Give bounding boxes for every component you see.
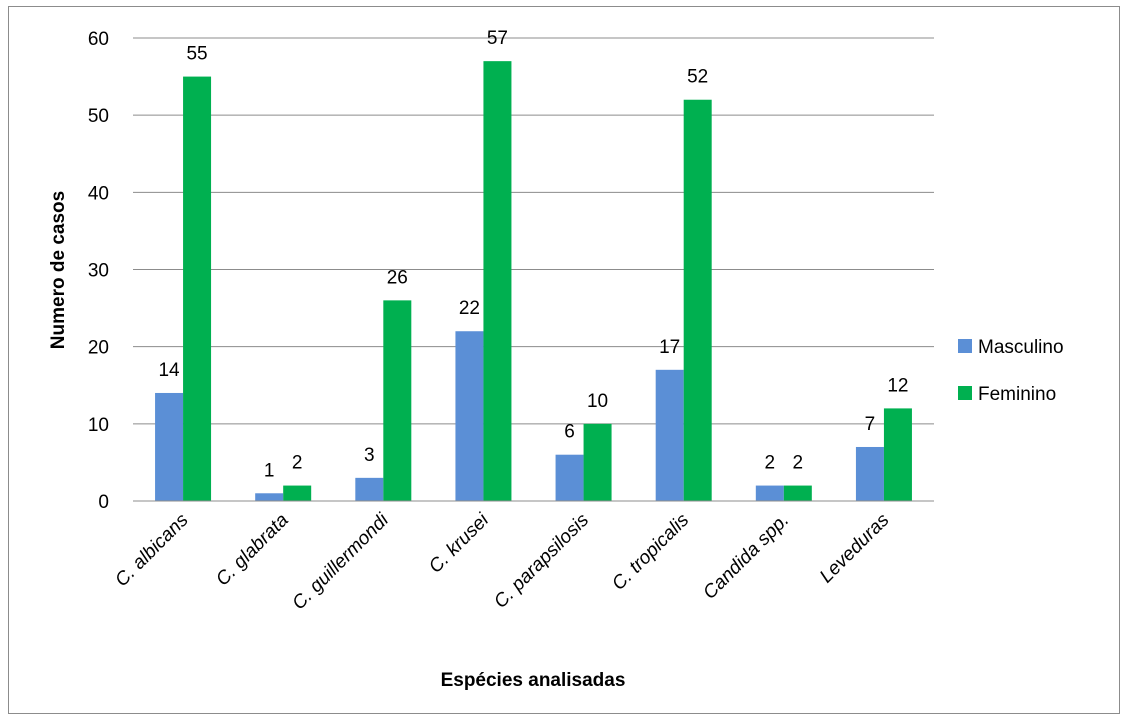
bar-masculino [655, 369, 684, 501]
legend-swatch [958, 386, 972, 400]
y-axis-ticks: 0 10 20 30 40 50 60 [88, 29, 109, 513]
x-category-label: C. krusei [425, 509, 493, 577]
x-category-label: Candida spp. [699, 510, 793, 604]
y-tick-label: 60 [88, 29, 109, 50]
x-category-label: Leveduras [816, 509, 894, 587]
y-axis-title: Numero de casos [48, 191, 69, 349]
y-tick-label: 40 [88, 183, 109, 204]
bar-feminino [583, 423, 612, 501]
bar-feminino [383, 300, 412, 501]
data-label: 26 [387, 267, 408, 288]
bar-masculino [855, 446, 884, 501]
data-label: 2 [765, 453, 776, 474]
legend-label: Feminino [978, 384, 1056, 405]
bar-feminino [283, 485, 312, 501]
bar-masculino [255, 493, 284, 501]
data-label: 10 [587, 391, 608, 412]
bar-masculino [155, 392, 184, 501]
legend-swatch [958, 339, 972, 353]
bar-feminino [683, 99, 712, 501]
data-label: 3 [364, 445, 375, 466]
bar-feminino [883, 408, 912, 501]
data-label: 22 [459, 298, 480, 319]
bar-masculino [755, 485, 784, 501]
x-category-label: C. parapsilosis [490, 509, 593, 612]
data-label: 6 [564, 422, 575, 443]
x-category-label: C. glabrata [212, 510, 293, 591]
y-tick-label: 30 [88, 261, 109, 282]
data-label: 17 [659, 337, 680, 358]
data-label: 55 [186, 44, 207, 65]
bar-feminino [483, 61, 512, 502]
y-tick-label: 10 [88, 415, 109, 436]
bar-feminino [183, 76, 212, 501]
data-label: 52 [687, 67, 708, 88]
data-label: 14 [158, 360, 180, 381]
bar-masculino [355, 477, 384, 501]
gridlines [133, 37, 934, 425]
bar-masculino [555, 454, 584, 501]
bar-feminino [783, 485, 812, 501]
data-label: 7 [865, 414, 876, 435]
data-label: 57 [487, 28, 508, 49]
bar-masculino [455, 331, 484, 501]
x-category-label: C. albicans [111, 509, 193, 591]
legend-label: Masculino [978, 337, 1064, 358]
data-label: 1 [264, 460, 275, 481]
y-tick-label: 0 [98, 492, 109, 513]
y-tick-label: 50 [88, 106, 109, 127]
y-tick-label: 20 [88, 338, 109, 359]
legend: Masculino Feminino [958, 337, 1064, 405]
data-label: 2 [793, 453, 804, 474]
data-label: 12 [887, 375, 908, 396]
data-label: 2 [292, 453, 303, 474]
x-category-label: C. guillermondi [288, 509, 393, 614]
x-category-label: C. tropicalis [608, 509, 693, 594]
bars [155, 61, 912, 502]
x-axis-title: Espécies analisadas [441, 670, 626, 691]
